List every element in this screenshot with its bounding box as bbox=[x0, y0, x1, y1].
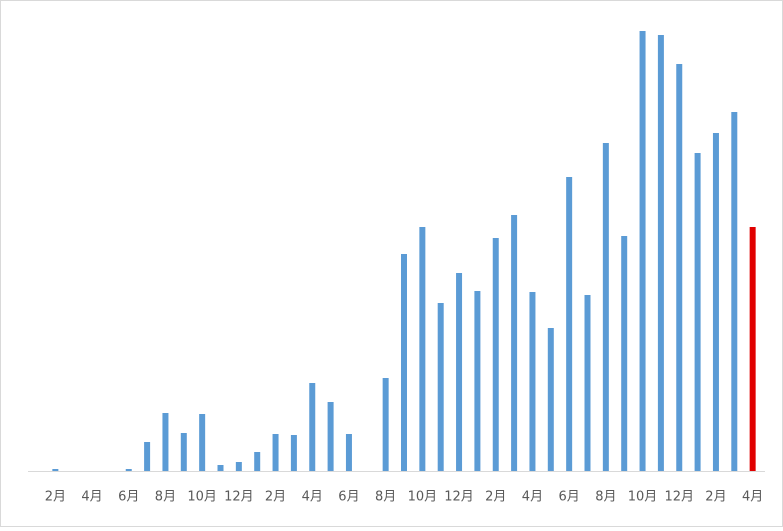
bar bbox=[199, 414, 206, 471]
x-tick-label: 4月 bbox=[302, 490, 323, 505]
bar bbox=[492, 238, 499, 471]
bar bbox=[602, 143, 609, 471]
x-tick-label: 12月 bbox=[664, 490, 694, 505]
bar bbox=[272, 434, 279, 471]
x-tick-label: 12月 bbox=[444, 490, 474, 505]
x-tick-label: 2月 bbox=[45, 490, 66, 505]
bar bbox=[290, 435, 297, 471]
x-tick-label: 10月 bbox=[187, 490, 217, 505]
bar bbox=[731, 112, 738, 471]
bar bbox=[345, 434, 352, 471]
bar bbox=[180, 433, 187, 471]
bar bbox=[456, 273, 463, 471]
bar bbox=[749, 227, 756, 471]
x-tick-label: 4月 bbox=[522, 490, 543, 505]
bar bbox=[217, 465, 224, 471]
bar bbox=[621, 236, 628, 471]
bar bbox=[511, 215, 518, 471]
bar bbox=[694, 153, 701, 471]
bar bbox=[657, 35, 664, 471]
bar bbox=[309, 383, 316, 471]
x-tick-label: 4月 bbox=[81, 490, 102, 505]
bar bbox=[639, 31, 646, 471]
bar bbox=[547, 328, 554, 471]
x-tick-label: 10月 bbox=[628, 490, 658, 505]
bar bbox=[566, 177, 573, 471]
bar bbox=[676, 64, 683, 471]
x-tick-label: 2月 bbox=[265, 490, 286, 505]
bar bbox=[584, 295, 591, 471]
bar bbox=[235, 462, 242, 471]
bar bbox=[125, 469, 132, 471]
x-tick-label: 4月 bbox=[742, 490, 763, 505]
x-tick-label: 6月 bbox=[559, 490, 580, 505]
bar bbox=[529, 292, 536, 471]
x-tick-label: 6月 bbox=[338, 490, 359, 505]
x-tick-label: 2月 bbox=[705, 490, 726, 505]
x-tick-label: 10月 bbox=[408, 490, 438, 505]
x-tick-label: 8月 bbox=[375, 490, 396, 505]
x-tick-label: 2月 bbox=[485, 490, 506, 505]
x-tick-label: 12月 bbox=[224, 490, 254, 505]
x-tick-label: 8月 bbox=[595, 490, 616, 505]
bar bbox=[254, 452, 261, 471]
bar bbox=[144, 442, 151, 471]
bar bbox=[419, 227, 426, 471]
bar bbox=[437, 303, 444, 471]
x-tick-label: 8月 bbox=[155, 490, 176, 505]
x-tick-label: 6月 bbox=[118, 490, 139, 505]
bar bbox=[162, 413, 169, 471]
bar bbox=[401, 254, 407, 471]
bar bbox=[327, 402, 334, 471]
bar bbox=[52, 469, 59, 471]
bar bbox=[382, 378, 389, 471]
bar bbox=[712, 133, 719, 471]
bar bbox=[474, 291, 481, 471]
